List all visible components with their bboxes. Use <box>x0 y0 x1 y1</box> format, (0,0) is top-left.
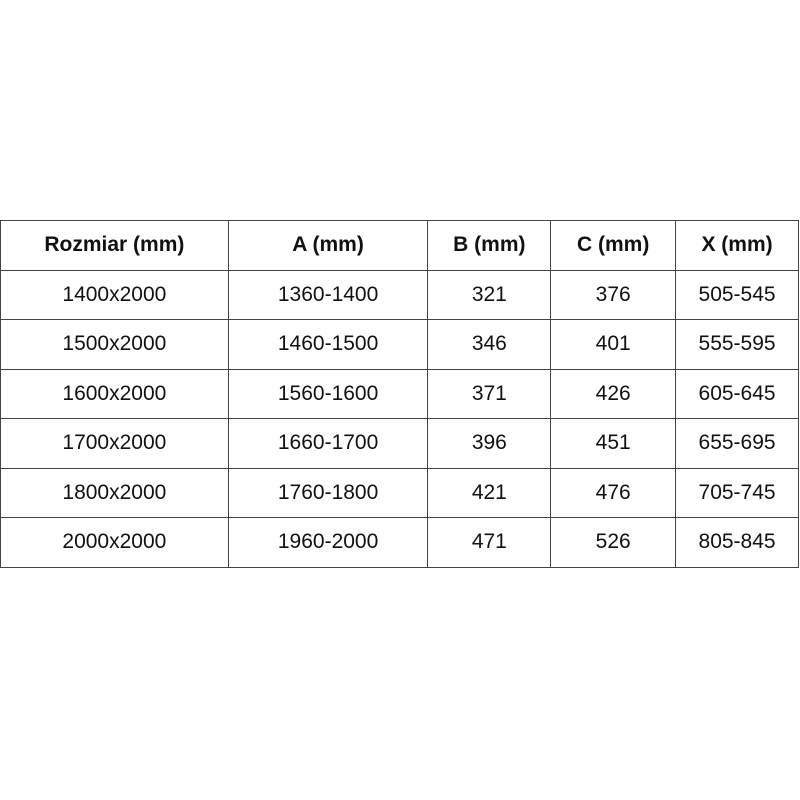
cell-size: 1600x2000 <box>0 368 229 419</box>
cell-size: 1800x2000 <box>0 467 229 518</box>
table-row: 1600x2000 1560-1600 371 426 605-645 <box>0 368 799 419</box>
cell-x: 655-695 <box>675 418 799 469</box>
cell-b: 396 <box>427 418 552 469</box>
table-row: 1800x2000 1760-1800 421 476 705-745 <box>0 467 799 518</box>
table-row: 1700x2000 1660-1700 396 451 655-695 <box>0 418 799 469</box>
cell-a: 1660-1700 <box>227 418 429 469</box>
table-row: 1500x2000 1460-1500 346 401 555-595 <box>0 319 799 370</box>
cell-a: 1360-1400 <box>227 269 429 320</box>
cell-size: 1500x2000 <box>0 319 229 370</box>
header-x: X (mm) <box>675 220 799 271</box>
table-row: 1400x2000 1360-1400 321 376 505-545 <box>0 269 799 320</box>
cell-x: 805-845 <box>675 517 799 568</box>
table-row: 2000x2000 1960-2000 471 526 805-845 <box>0 517 799 568</box>
header-a: A (mm) <box>227 220 429 271</box>
cell-x: 605-645 <box>675 368 799 419</box>
header-size: Rozmiar (mm) <box>0 220 229 271</box>
cell-a: 1960-2000 <box>227 517 429 568</box>
header-row: Rozmiar (mm) A (mm) B (mm) C (mm) X (mm) <box>0 220 799 271</box>
header-c: C (mm) <box>550 220 677 271</box>
cell-x: 555-595 <box>675 319 799 370</box>
cell-c: 526 <box>550 517 677 568</box>
cell-b: 421 <box>427 467 552 518</box>
cell-x: 705-745 <box>675 467 799 518</box>
cell-a: 1460-1500 <box>227 319 429 370</box>
cell-c: 376 <box>550 269 677 320</box>
cell-size: 2000x2000 <box>0 517 229 568</box>
cell-c: 401 <box>550 319 677 370</box>
cell-c: 451 <box>550 418 677 469</box>
cell-a: 1760-1800 <box>227 467 429 518</box>
cell-c: 476 <box>550 467 677 518</box>
cell-b: 471 <box>427 517 552 568</box>
cell-x: 505-545 <box>675 269 799 320</box>
cell-c: 426 <box>550 368 677 419</box>
cell-size: 1700x2000 <box>0 418 229 469</box>
dimensions-table: Rozmiar (mm) A (mm) B (mm) C (mm) X (mm)… <box>0 220 799 568</box>
header-b: B (mm) <box>427 220 552 271</box>
cell-b: 321 <box>427 269 552 320</box>
cell-b: 371 <box>427 368 552 419</box>
cell-size: 1400x2000 <box>0 269 229 320</box>
cell-a: 1560-1600 <box>227 368 429 419</box>
cell-b: 346 <box>427 319 552 370</box>
